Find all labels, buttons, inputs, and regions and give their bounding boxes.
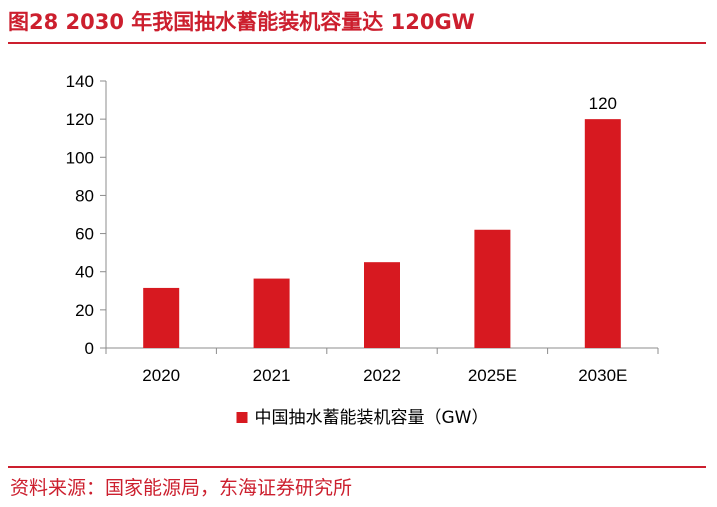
data-label: 120: [589, 94, 617, 113]
legend-label: 中国抽水蓄能装机容量（GW）: [255, 408, 489, 428]
bar-2025E: [474, 229, 511, 348]
x-tick-label: 2020: [142, 366, 180, 385]
title-divider: [8, 42, 706, 44]
bar-2021: [253, 278, 290, 348]
y-tick-label: 20: [75, 301, 94, 320]
legend: 中国抽水蓄能装机容量（GW）: [236, 408, 489, 428]
y-axis-ticks: 0 20 40 60 80 100 120 140: [66, 72, 106, 358]
y-tick-label: 40: [75, 263, 94, 282]
bar-2030E: [584, 119, 621, 349]
bar-series: [143, 119, 621, 349]
y-tick-label: 140: [66, 72, 94, 91]
x-axis-labels: 2020 2021 2022 2025E 2030E: [142, 366, 627, 385]
y-tick-label: 60: [75, 225, 94, 244]
legend-swatch: [236, 412, 248, 423]
bar-chart: 0 20 40 60 80 100 120 140 2020 2021 2022 2025E 2030…: [66, 72, 659, 428]
bar-2020: [143, 287, 180, 348]
bar-2022: [364, 262, 400, 348]
x-tick-label: 2021: [253, 366, 291, 385]
source-divider: [8, 466, 706, 468]
y-tick-label: 100: [66, 148, 94, 167]
y-tick-label: 0: [85, 339, 94, 358]
x-tick-label: 2025E: [468, 366, 517, 385]
figure-title: 图28 2030 年我国抽水蓄能装机容量达 120GW: [8, 10, 475, 34]
x-tick-label: 2022: [363, 366, 401, 385]
y-tick-label: 80: [75, 186, 94, 205]
y-tick-label: 120: [66, 110, 94, 129]
data-labels: 120: [589, 94, 617, 113]
x-tick-label: 2030E: [578, 366, 627, 385]
source-note: 资料来源：国家能源局，东海证券研究所: [10, 477, 353, 499]
